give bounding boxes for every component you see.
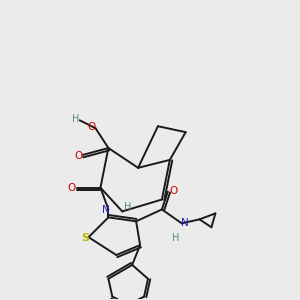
Text: O: O xyxy=(74,151,83,161)
Text: H: H xyxy=(124,202,131,212)
Text: S: S xyxy=(82,233,90,243)
Text: N: N xyxy=(181,218,189,228)
Text: O: O xyxy=(68,183,76,193)
Text: O: O xyxy=(87,122,96,132)
Text: N: N xyxy=(101,206,109,215)
Text: H: H xyxy=(72,114,80,124)
Text: O: O xyxy=(170,186,178,196)
Text: H: H xyxy=(172,233,179,243)
